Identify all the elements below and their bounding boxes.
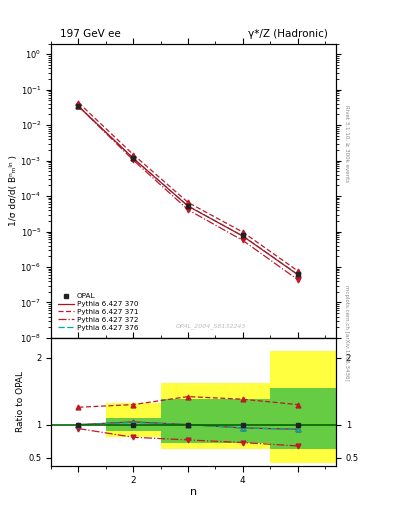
Line: OPAL: OPAL	[76, 104, 300, 276]
OPAL	[186, 202, 191, 208]
OPAL	[131, 155, 136, 161]
Pythia 6.427 372	[186, 207, 191, 213]
Text: mcplots.cern.ch [arXiv:1306.3436]: mcplots.cern.ch [arXiv:1306.3436]	[344, 285, 349, 380]
Pythia 6.427 376	[186, 203, 191, 209]
X-axis label: n: n	[190, 487, 197, 497]
Text: Rivet 3.1.10, ≥ 300k events: Rivet 3.1.10, ≥ 300k events	[344, 105, 349, 182]
Pythia 6.427 372	[241, 238, 245, 244]
Pythia 6.427 370	[295, 271, 300, 278]
Y-axis label: 1/σ dσ/d( Bⁿₘᴵⁿ ): 1/σ dσ/d( Bⁿₘᴵⁿ )	[9, 155, 18, 226]
Pythia 6.427 370	[186, 203, 191, 209]
Legend: OPAL, Pythia 6.427 370, Pythia 6.427 371, Pythia 6.427 372, Pythia 6.427 376: OPAL, Pythia 6.427 370, Pythia 6.427 371…	[57, 292, 140, 332]
Pythia 6.427 372	[295, 276, 300, 283]
Pythia 6.427 371	[241, 229, 245, 235]
Pythia 6.427 376	[76, 103, 81, 110]
Y-axis label: Ratio to OPAL: Ratio to OPAL	[17, 371, 26, 433]
Line: Pythia 6.427 372: Pythia 6.427 372	[79, 106, 298, 280]
Pythia 6.427 372	[131, 157, 136, 163]
Pythia 6.427 371	[295, 268, 300, 274]
Text: γ*/Z (Hadronic): γ*/Z (Hadronic)	[248, 29, 327, 39]
Text: 197 GeV ee: 197 GeV ee	[60, 29, 120, 39]
Pythia 6.427 371	[131, 152, 136, 158]
Pythia 6.427 370	[131, 155, 136, 161]
Pythia 6.427 371	[76, 100, 81, 106]
OPAL	[241, 232, 245, 239]
Line: Pythia 6.427 371: Pythia 6.427 371	[79, 103, 298, 271]
Pythia 6.427 376	[295, 271, 300, 278]
Pythia 6.427 370	[241, 233, 245, 239]
Text: OPAL_2004_S6132243: OPAL_2004_S6132243	[175, 324, 246, 329]
Line: Pythia 6.427 370: Pythia 6.427 370	[79, 106, 298, 274]
Line: Pythia 6.427 376: Pythia 6.427 376	[79, 106, 298, 274]
Pythia 6.427 371	[186, 199, 191, 205]
OPAL	[76, 103, 81, 110]
Pythia 6.427 372	[76, 103, 81, 110]
OPAL	[295, 271, 300, 277]
Pythia 6.427 376	[131, 155, 136, 161]
Pythia 6.427 376	[241, 233, 245, 239]
Pythia 6.427 370	[76, 103, 81, 110]
